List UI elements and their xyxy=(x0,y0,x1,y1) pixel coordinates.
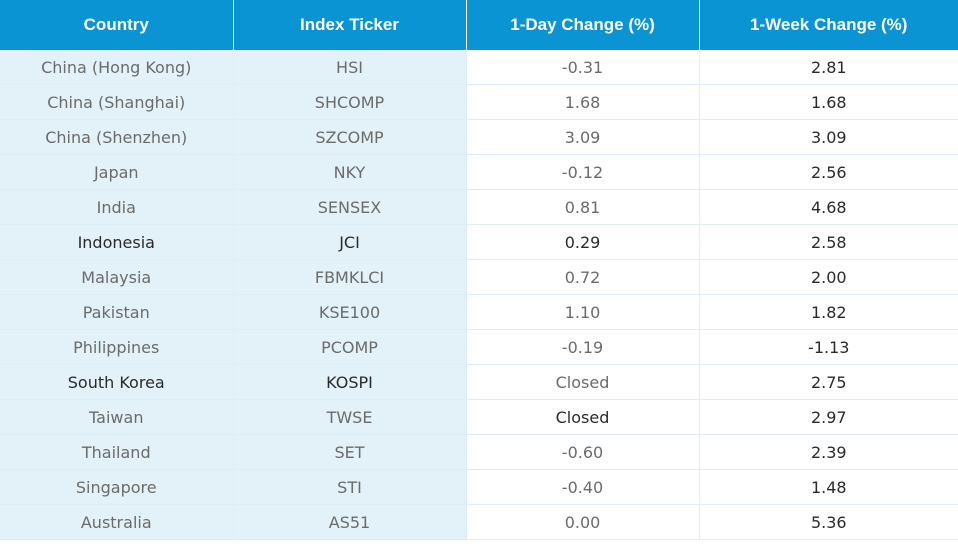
cell-1-week-change: 4.68 xyxy=(699,189,958,225)
header-1-week-change: 1-Week Change (%) xyxy=(699,0,958,50)
cell-country: Pakistan xyxy=(0,294,234,330)
table-row: Indonesia JCI 0.29 2.58 xyxy=(0,224,958,260)
cell-country: China (Shanghai) xyxy=(0,84,234,120)
cell-country: Malaysia xyxy=(0,259,234,295)
table-body: China (Hong Kong) HSI -0.31 2.81 China (… xyxy=(0,50,958,540)
cell-country: India xyxy=(0,189,234,225)
table-row: China (Shanghai) SHCOMP 1.68 1.68 xyxy=(0,84,958,120)
table-row: India SENSEX 0.81 4.68 xyxy=(0,189,958,225)
cell-ticker: PCOMP xyxy=(233,329,467,365)
cell-country: China (Shenzhen) xyxy=(0,119,234,155)
cell-country: Philippines xyxy=(0,329,234,365)
cell-ticker: SZCOMP xyxy=(233,119,467,155)
cell-country: Australia xyxy=(0,504,234,540)
cell-1-day-change: 3.09 xyxy=(466,119,700,155)
header-country: Country xyxy=(0,0,234,50)
cell-1-day-change: -0.60 xyxy=(466,434,700,470)
table-row: Australia AS51 0.00 5.36 xyxy=(0,504,958,540)
cell-country: Singapore xyxy=(0,469,234,505)
cell-ticker: SENSEX xyxy=(233,189,467,225)
cell-1-week-change: 2.39 xyxy=(699,434,958,470)
cell-1-week-change: 2.00 xyxy=(699,259,958,295)
cell-ticker: SET xyxy=(233,434,467,470)
cell-country: Indonesia xyxy=(0,224,234,260)
header-index-ticker: Index Ticker xyxy=(233,0,467,50)
cell-ticker: NKY xyxy=(233,154,467,190)
table-row: South Korea KOSPI Closed 2.75 xyxy=(0,364,958,400)
cell-1-week-change: 2.56 xyxy=(699,154,958,190)
table-row: Malaysia FBMKLCI 0.72 2.00 xyxy=(0,259,958,295)
header-row: Country Index Ticker 1-Day Change (%) 1-… xyxy=(0,0,958,50)
cell-1-week-change: -1.13 xyxy=(699,329,958,365)
table-header: Country Index Ticker 1-Day Change (%) 1-… xyxy=(0,0,958,50)
cell-1-week-change: 2.58 xyxy=(699,224,958,260)
cell-1-week-change: 1.68 xyxy=(699,84,958,120)
table-row: Philippines PCOMP -0.19 -1.13 xyxy=(0,329,958,365)
cell-1-week-change: 1.48 xyxy=(699,469,958,505)
cell-1-day-change: Closed xyxy=(466,364,700,400)
cell-ticker: STI xyxy=(233,469,467,505)
cell-1-day-change: 0.81 xyxy=(466,189,700,225)
cell-country: Japan xyxy=(0,154,234,190)
cell-ticker: JCI xyxy=(233,224,467,260)
cell-1-day-change: -0.40 xyxy=(466,469,700,505)
cell-1-week-change: 2.81 xyxy=(699,50,958,85)
cell-1-day-change: 0.29 xyxy=(466,224,700,260)
cell-1-day-change: 0.72 xyxy=(466,259,700,295)
cell-1-day-change: 1.68 xyxy=(466,84,700,120)
table-row: Japan NKY -0.12 2.56 xyxy=(0,154,958,190)
cell-ticker: AS51 xyxy=(233,504,467,540)
table-row: Pakistan KSE100 1.10 1.82 xyxy=(0,294,958,330)
cell-ticker: KOSPI xyxy=(233,364,467,400)
cell-1-week-change: 2.97 xyxy=(699,399,958,435)
cell-ticker: HSI xyxy=(233,50,467,85)
cell-ticker: KSE100 xyxy=(233,294,467,330)
cell-country: South Korea xyxy=(0,364,234,400)
table-row: Taiwan TWSE Closed 2.97 xyxy=(0,399,958,435)
table-row: Thailand SET -0.60 2.39 xyxy=(0,434,958,470)
cell-ticker: FBMKLCI xyxy=(233,259,467,295)
cell-1-day-change: 0.00 xyxy=(466,504,700,540)
table-row: China (Shenzhen) SZCOMP 3.09 3.09 xyxy=(0,119,958,155)
header-1-day-change: 1-Day Change (%) xyxy=(466,0,700,50)
cell-country: Thailand xyxy=(0,434,234,470)
table-row: China (Hong Kong) HSI -0.31 2.81 xyxy=(0,50,958,85)
cell-1-day-change: 1.10 xyxy=(466,294,700,330)
cell-ticker: SHCOMP xyxy=(233,84,467,120)
cell-1-week-change: 2.75 xyxy=(699,364,958,400)
cell-1-week-change: 3.09 xyxy=(699,119,958,155)
cell-country: Taiwan xyxy=(0,399,234,435)
cell-1-day-change: -0.19 xyxy=(466,329,700,365)
cell-1-week-change: 1.82 xyxy=(699,294,958,330)
cell-1-day-change: -0.12 xyxy=(466,154,700,190)
cell-country: China (Hong Kong) xyxy=(0,50,234,85)
cell-1-week-change: 5.36 xyxy=(699,504,958,540)
cell-ticker: TWSE xyxy=(233,399,467,435)
table-row: Singapore STI -0.40 1.48 xyxy=(0,469,958,505)
cell-1-day-change: Closed xyxy=(466,399,700,435)
cell-1-day-change: -0.31 xyxy=(466,50,700,85)
